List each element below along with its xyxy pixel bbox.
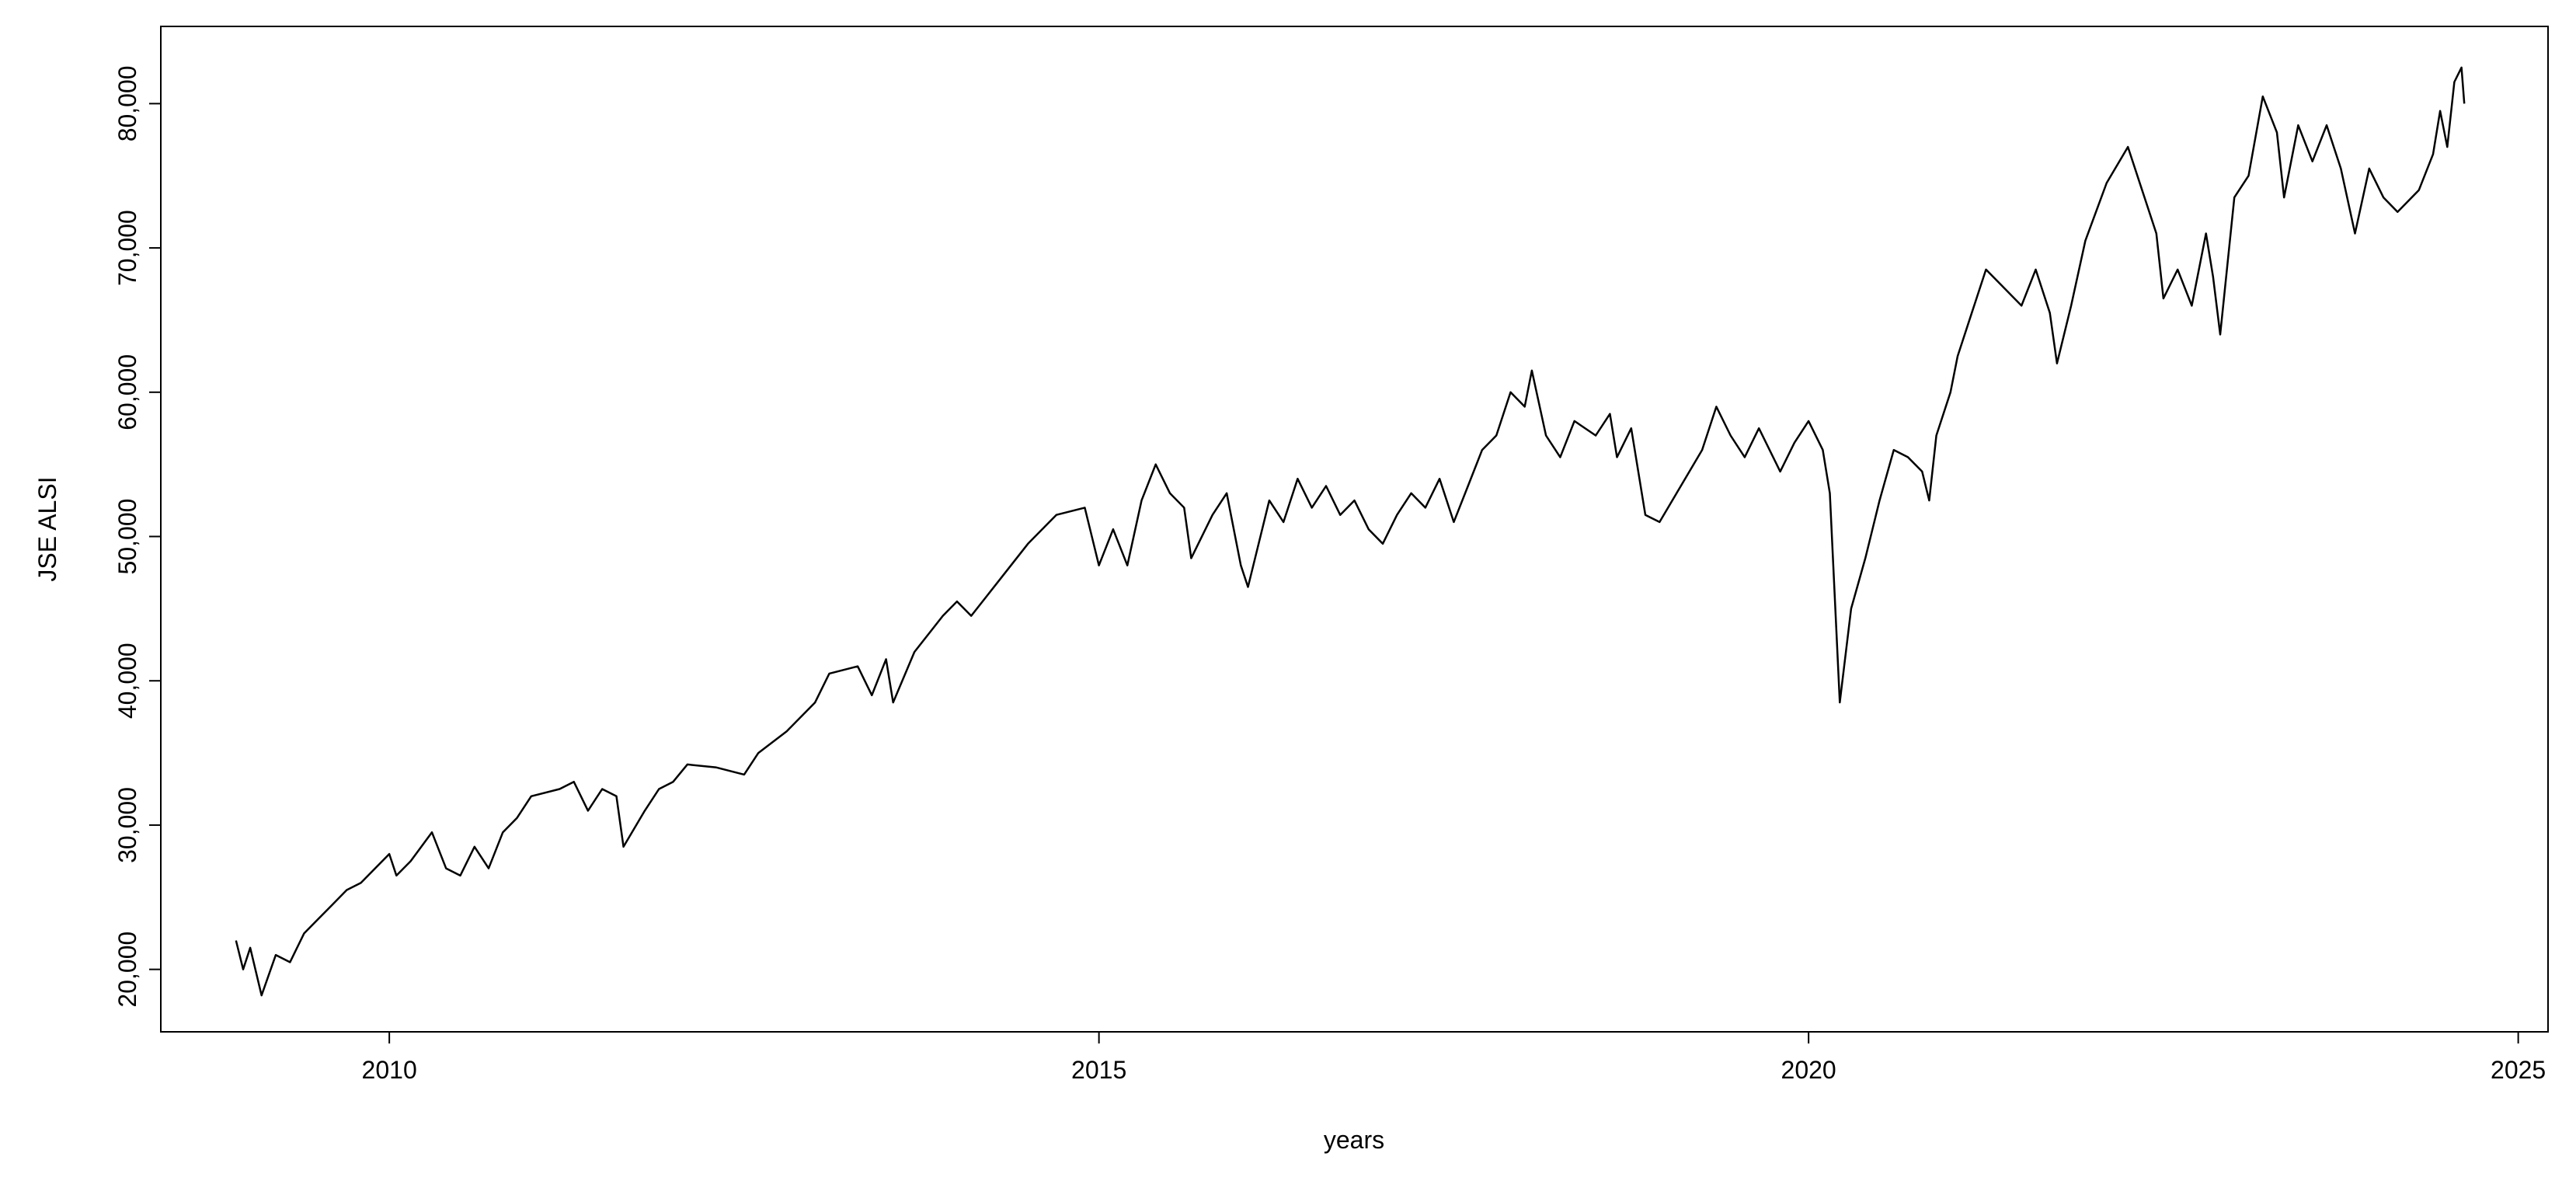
plot-frame — [160, 26, 2549, 1033]
y-tick-label: 20,000 — [113, 932, 141, 1008]
x-tick-label: 2015 — [1071, 1056, 1126, 1084]
y-tick-label: 70,000 — [113, 210, 141, 286]
y-tick-label: 50,000 — [113, 499, 141, 575]
x-axis-label: years — [1324, 1126, 1384, 1154]
series-line — [235, 66, 2466, 997]
x-tick-label: 2020 — [1781, 1056, 1836, 1084]
y-axis-label: JSE ALSI — [33, 476, 61, 581]
y-tick-label: 30,000 — [113, 787, 141, 863]
y-tick-label: 60,000 — [113, 354, 141, 430]
y-tick-label: 40,000 — [113, 643, 141, 719]
y-tick-label: 80,000 — [113, 65, 141, 141]
x-tick-label: 2010 — [362, 1056, 417, 1084]
x-tick-label: 2025 — [2491, 1056, 2546, 1084]
